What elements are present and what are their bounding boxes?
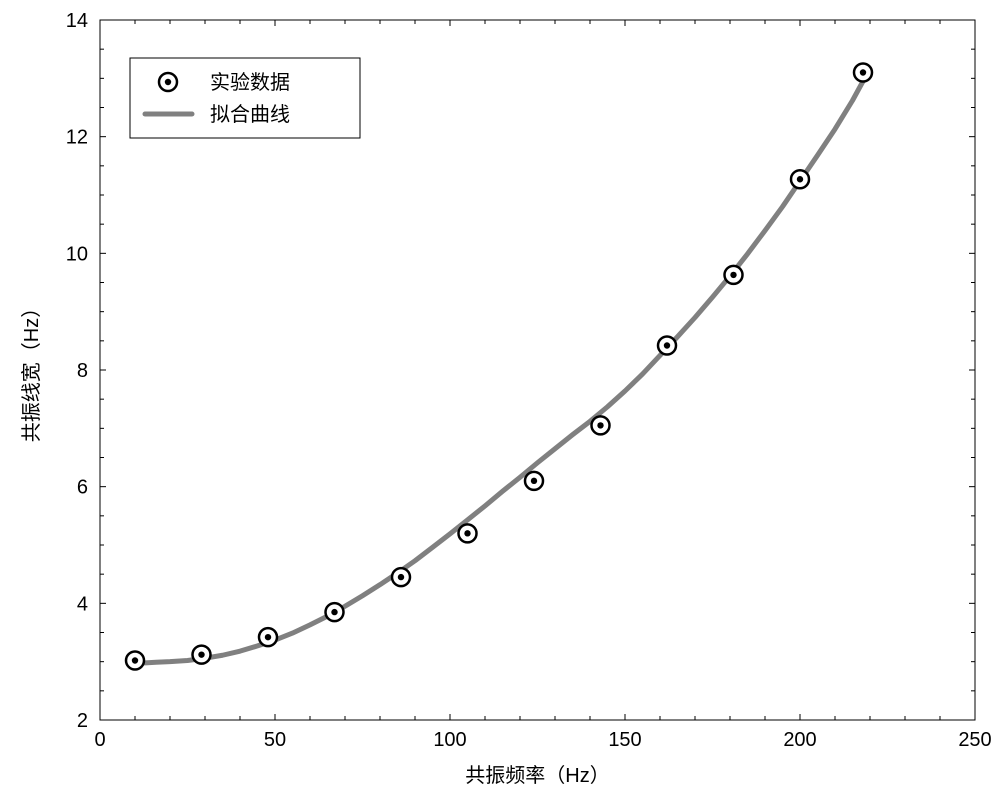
x-axis-label: 共振频率（Hz）	[465, 764, 609, 787]
data-marker	[326, 603, 344, 621]
y-tick-label: 2	[77, 710, 88, 732]
data-marker	[193, 646, 211, 664]
legend-label-0: 实验数据	[210, 71, 290, 94]
data-marker	[592, 416, 610, 434]
y-axis-label: 共振线宽（Hz）	[20, 298, 43, 442]
chart-svg: 0 50 100 150 200 250 2 4 6 8 10 12 14 共振频率（Hz） 共振线宽（Hz…	[0, 0, 1000, 804]
x-tick-label: 150	[608, 729, 641, 751]
x-tick-label: 100	[433, 729, 466, 751]
x-tick-label: 50	[264, 729, 286, 751]
data-marker	[259, 628, 277, 646]
data-marker	[392, 568, 410, 586]
y-tick-label: 10	[66, 243, 88, 265]
data-marker	[725, 266, 743, 284]
chart-container: 0 50 100 150 200 250 2 4 6 8 10 12 14 共振频率（Hz） 共振线宽（Hz…	[0, 0, 1000, 804]
y-tick-label: 14	[66, 10, 88, 32]
data-marker	[459, 524, 477, 542]
y-tick-label: 8	[77, 360, 88, 382]
data-marker	[658, 337, 676, 355]
legend-marker-icon	[159, 73, 177, 91]
x-tick-label: 0	[94, 729, 105, 751]
legend-box	[130, 58, 360, 138]
y-tick-label: 4	[77, 593, 88, 615]
data-marker	[126, 652, 144, 670]
data-marker	[525, 472, 543, 490]
legend-label-1: 拟合曲线	[210, 103, 290, 126]
y-tick-label: 6	[77, 477, 88, 499]
y-tick-label: 12	[66, 127, 88, 149]
x-tick-label: 200	[783, 729, 816, 751]
x-tick-label: 250	[958, 729, 991, 751]
data-marker	[791, 170, 809, 188]
data-marker	[854, 64, 872, 82]
